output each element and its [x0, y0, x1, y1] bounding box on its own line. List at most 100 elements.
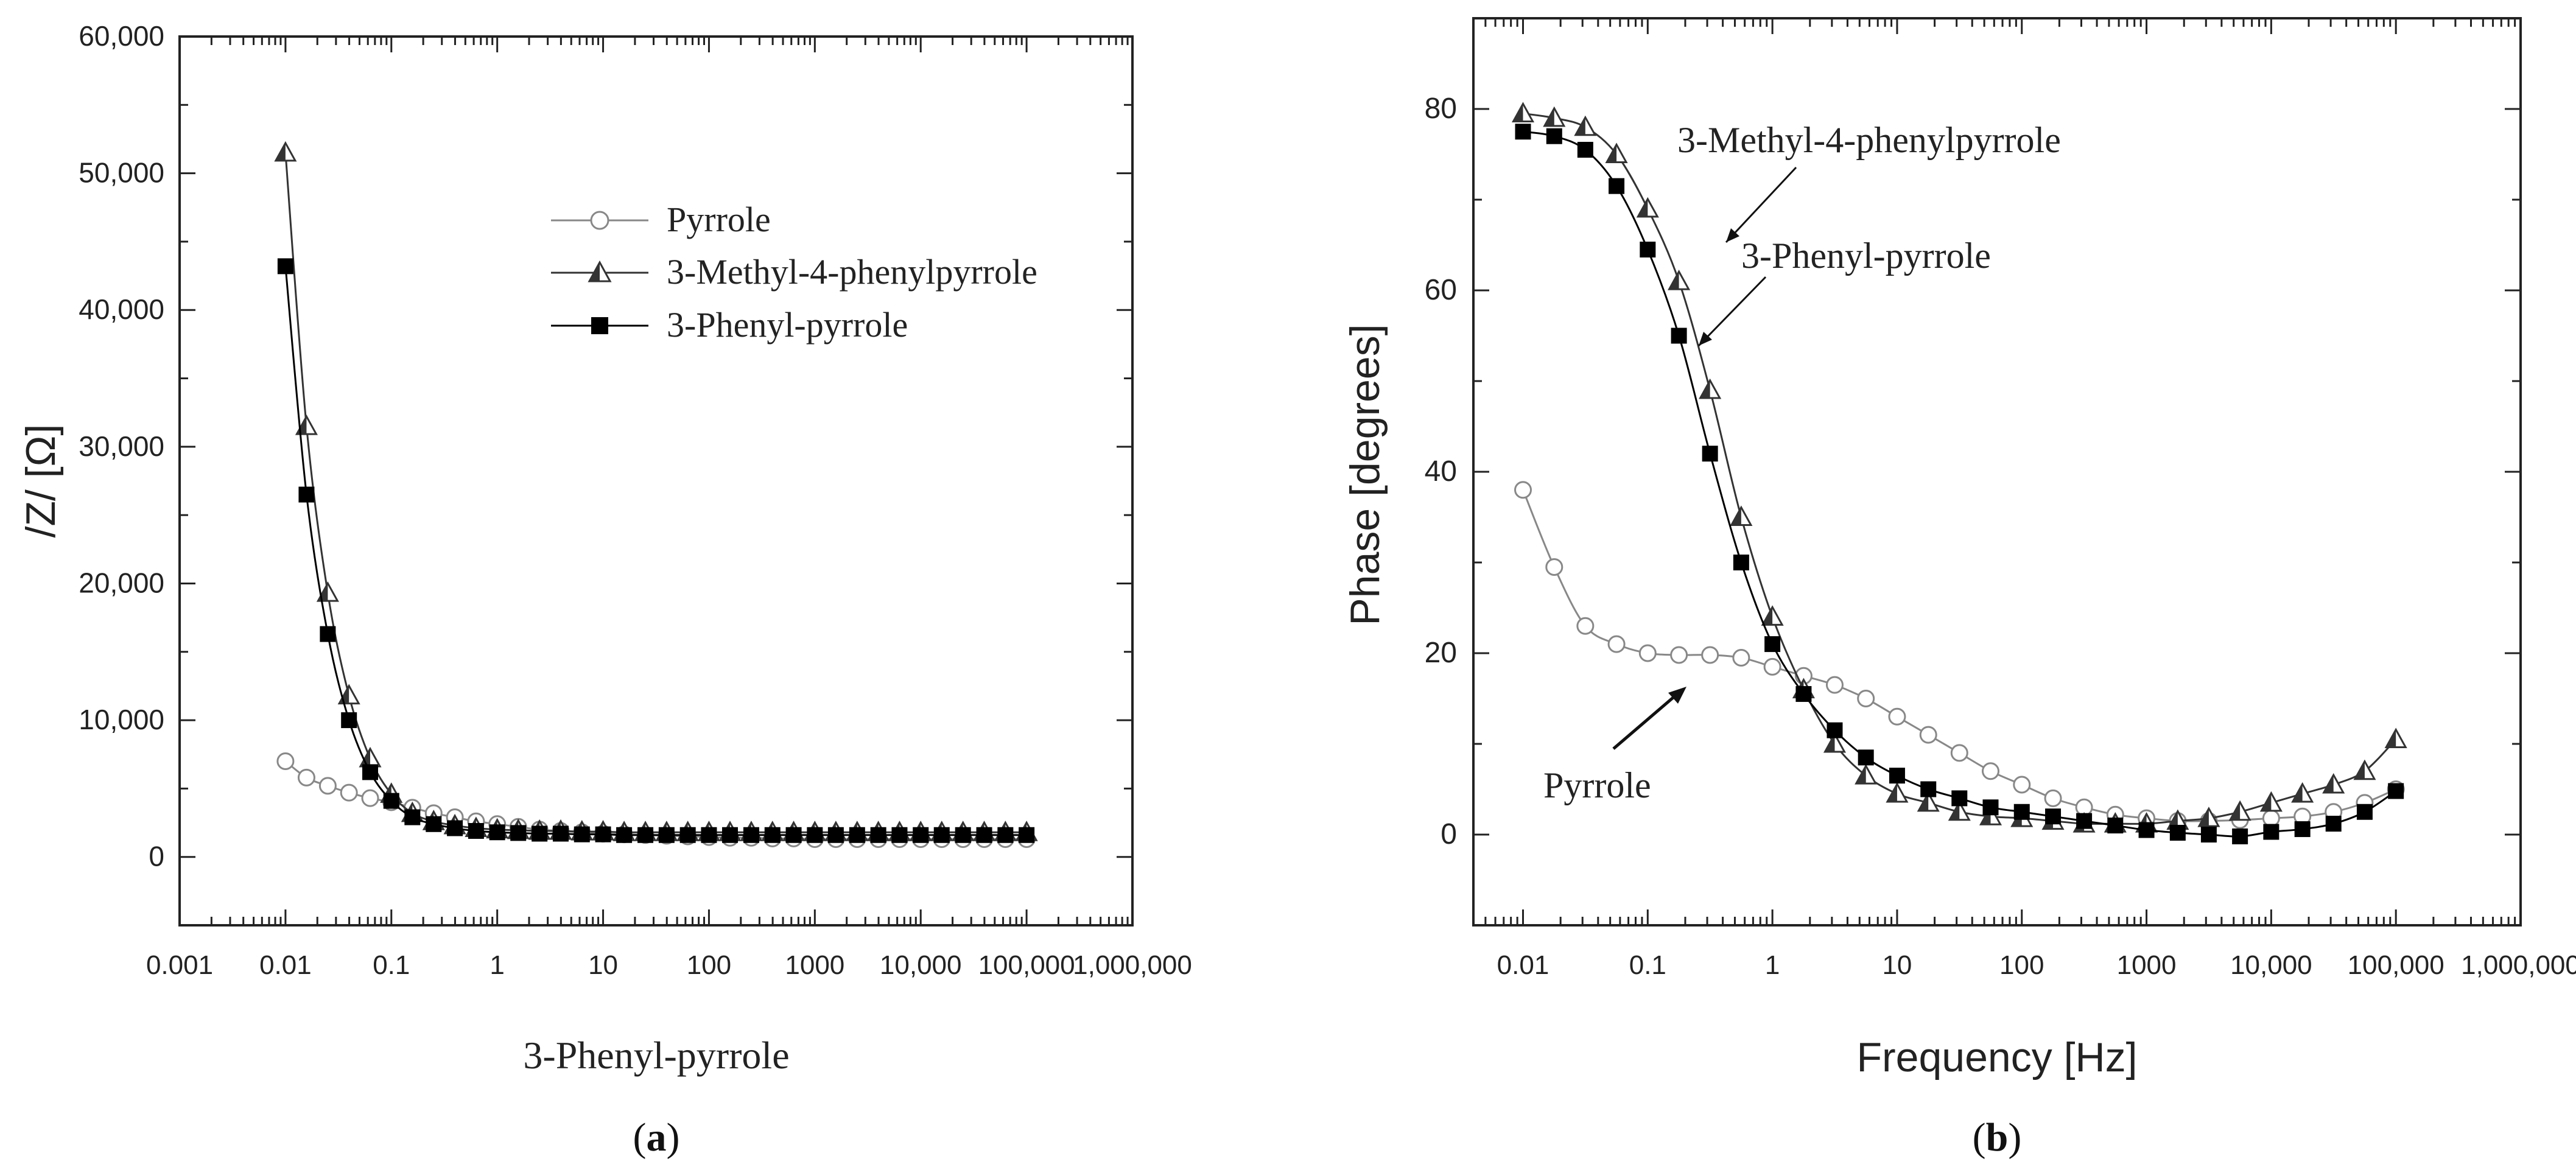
data-point-square [2263, 824, 2279, 840]
x-tick-label: 0.01 [1497, 950, 1549, 980]
y-tick-label: 20,000 [79, 567, 164, 598]
data-point-square [277, 258, 293, 275]
legend-marker-triangle [588, 260, 612, 282]
legend-label-pyrrole: Pyrrole [667, 200, 771, 239]
data-point-square [574, 826, 590, 842]
panel-a-y-axis-label: /Z/ [Ω] [18, 424, 64, 538]
data-point-square [320, 626, 336, 642]
data-point-triangle [2228, 800, 2251, 821]
panel-a-series [274, 141, 1038, 848]
series-3-methyl-4-phenylpyrrole [1511, 102, 2407, 833]
annotation-arrowhead-phenyl-pyrrole [1699, 332, 1712, 346]
data-point-square [1920, 781, 1937, 797]
x-tick-label: 0.01 [259, 950, 312, 980]
y-tick-label: 10,000 [79, 704, 164, 735]
data-point-square [1702, 446, 1718, 462]
x-tick-label: 1 [490, 950, 504, 980]
data-point-square [2356, 804, 2373, 820]
data-point-circle [1825, 676, 1844, 694]
annotation-arrow-pyrrole [1612, 693, 1679, 750]
y-tick-label: 40,000 [79, 293, 164, 325]
data-point-square [362, 764, 379, 780]
data-point-square [2325, 816, 2342, 832]
y-tick-label: 40 [1425, 455, 1457, 488]
data-point-square [2200, 827, 2217, 842]
data-point-triangle [1636, 197, 1659, 218]
data-point-square [1733, 555, 1749, 570]
data-point-square [764, 827, 781, 843]
legend-marker-circle [590, 211, 609, 230]
panel-a-impedance-chart: 0.001 0.01 0.1 1 10 100 1000 10,000 100,0001,000… [18, 20, 1192, 1160]
data-point-square [679, 827, 696, 843]
data-point-circle [2013, 776, 2031, 794]
data-point-square [404, 809, 421, 825]
data-point-square [827, 827, 844, 843]
data-point-circle [1857, 690, 1875, 707]
data-point-circle [1763, 657, 1781, 676]
x-tick-label: 100,000 [978, 950, 1075, 980]
data-point-circle [340, 783, 358, 802]
legend-item-methyl-phenylpyrrole: 3-Methyl-4-phenylpyrrole [551, 252, 1037, 292]
data-point-triangle [2353, 759, 2376, 780]
x-tick-label: 10 [588, 950, 618, 980]
data-point-square [807, 827, 823, 843]
data-point-square [532, 825, 548, 842]
y-tick-label: 0 [1441, 818, 1457, 850]
x-tick-label: 10 [1882, 950, 1912, 980]
data-point-square [1640, 241, 1656, 257]
annotation-methyl-phenylpyrrole: 3-Methyl-4-phenylpyrrole [1677, 120, 2061, 160]
data-point-square [913, 827, 929, 843]
panel-a-legend: Pyrrole 3-Methyl-4-phenylpyrrole 3-Pheny… [551, 200, 1037, 345]
data-point-circle [1919, 726, 1937, 744]
data-point-square [2138, 822, 2155, 838]
data-point-circle [1670, 646, 1688, 664]
y-tick-label: 30,000 [79, 430, 164, 462]
x-tick-label: 100 [1999, 950, 2044, 980]
panel-b-series [1511, 102, 2407, 844]
data-point-square [447, 820, 463, 836]
data-point-triangle [2291, 782, 2314, 803]
data-point-triangle [1699, 378, 1722, 399]
data-point-square [1609, 178, 1625, 194]
data-point-circle [1981, 762, 1999, 780]
legend-label-methyl-phenylpyrrole: 3-Methyl-4-phenylpyrrole [667, 252, 1037, 292]
data-point-square [2169, 825, 2186, 841]
data-point-square [383, 793, 399, 809]
data-point-square [595, 826, 611, 842]
x-tick-label: 0.1 [373, 950, 410, 980]
data-point-square [1889, 768, 1905, 784]
series-3-methyl-4-phenylpyrrole [274, 141, 1038, 841]
data-point-square [1019, 827, 1035, 843]
data-point-square [785, 827, 802, 843]
data-point-triangle [1574, 115, 1597, 136]
legend-item-pyrrole: Pyrrole [551, 200, 771, 239]
panel-b-x-axis-label: Frequency [Hz] [1856, 1034, 2137, 1081]
data-point-square [701, 827, 717, 843]
series-line [284, 266, 1027, 836]
data-point-square [2076, 813, 2093, 829]
data-point-square [1951, 790, 1968, 807]
data-point-square [468, 823, 484, 839]
data-point-square [1515, 124, 1531, 140]
legend-item-phenyl-pyrrole: 3-Phenyl-pyrrole [551, 305, 908, 345]
data-point-triangle [1761, 605, 1784, 626]
data-point-square [1827, 722, 1843, 738]
data-point-square [2045, 808, 2062, 825]
x-tick-label: 10,000 [880, 950, 962, 980]
data-point-square [955, 827, 971, 843]
data-point-triangle [1730, 505, 1753, 526]
data-point-triangle [1948, 800, 1971, 821]
data-point-square [976, 827, 992, 843]
annotation-arrowhead-methyl-phenylpyrrole [1726, 228, 1739, 242]
data-point-square [1671, 328, 1687, 344]
data-point-square [658, 827, 675, 843]
data-point-circle [361, 789, 379, 807]
x-tick-label: 10,000 [2230, 950, 2312, 980]
data-point-square [1858, 749, 1874, 766]
y-tick-label: 80 [1425, 93, 1457, 125]
data-point-circle [297, 768, 315, 786]
x-tick-label: 1,000,000 [1073, 950, 1192, 980]
data-point-square [870, 827, 886, 843]
data-point-triangle [274, 141, 297, 162]
